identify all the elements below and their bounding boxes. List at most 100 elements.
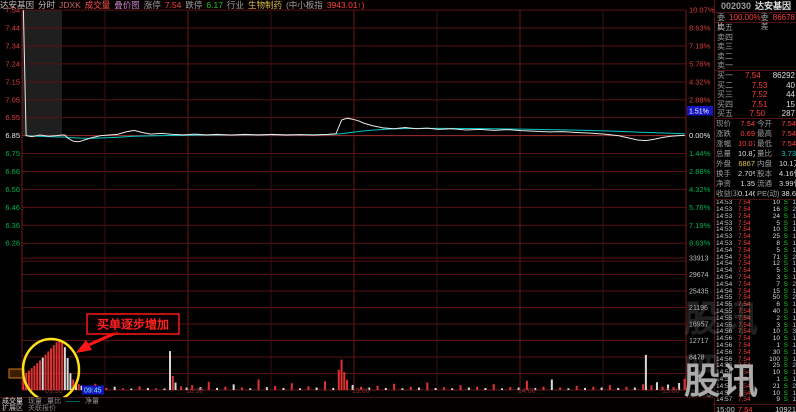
price-axis-label: 7.44 (5, 24, 20, 33)
volume-bar (459, 385, 462, 390)
trade-cell: 1 (792, 287, 796, 295)
trade-row: 14:53 7.54 8 S 1 (715, 240, 796, 248)
trade-cell: 7.54 (738, 314, 751, 322)
trade-cell: S (783, 314, 788, 322)
trade-cell: 2 (776, 314, 780, 322)
volume-bar (77, 384, 80, 390)
volume-axis-label: 25435 (689, 289, 709, 296)
pct-highlight-value: 1.51% (689, 109, 709, 116)
trade-cell: S (783, 280, 788, 288)
trade-row: 14:54 7.54 5 S 1 (715, 246, 796, 255)
volume-axis-label: 16957 (689, 322, 709, 329)
trade-cell: 14:55 (716, 321, 733, 329)
stat-label: 最低 (757, 139, 772, 149)
stat-label: 净资 (716, 179, 731, 189)
trade-row: 14:53 7.54 24 S 1 (715, 212, 796, 221)
volume-bar (351, 384, 354, 390)
volume-bar (608, 384, 611, 390)
volume-bar (376, 385, 379, 390)
volume-bar (434, 387, 437, 390)
trade-cell: S (783, 362, 788, 370)
trade-cell: 14:55 (716, 308, 733, 316)
volume-bar (315, 387, 318, 390)
bid-vol: 15 (786, 99, 795, 109)
volume-bar (30, 368, 33, 390)
stock-info-token: 叠价图 (114, 0, 140, 10)
trade-cell: S (783, 206, 788, 214)
volume-bar (58, 339, 61, 390)
tick-trade-list[interactable]: 14:53 7.54 10 S 1 14:53 7.54 16 S 2 14:53 7.54 24 S 1 1… (715, 199, 796, 404)
bid-label: 买一 (717, 71, 733, 81)
trade-cell: 15 (772, 287, 780, 295)
volume-tab[interactable]: 成交量 (2, 398, 23, 405)
trade-cell: 14:56 (716, 369, 733, 377)
trade-cell: S (783, 212, 788, 220)
extension-tab[interactable]: 扩展区 (2, 405, 23, 412)
volume-axis-label: 21196 (689, 305, 708, 312)
trade-cell: S (783, 301, 788, 309)
stat-label: 现价 (716, 119, 731, 129)
trade-cell: 7.54 (738, 369, 751, 377)
trade-row: 14:56 7.54 30 S 1 (715, 349, 796, 357)
trade-cell: 1 (792, 219, 796, 227)
bottom-status-bar: 成交量 现量 量比 —— 净量 扩展区 关联报价 (0, 397, 713, 412)
volume-axis-label: 12717 (689, 338, 709, 345)
trade-cell: S (783, 219, 788, 227)
volume-tab[interactable]: 量比 (47, 398, 61, 405)
stat-label: 量比 (757, 149, 772, 159)
price-axis-label: 6.56 (5, 185, 20, 194)
trade-cell: 14:56 (716, 376, 733, 384)
bid-price: 7.54 (745, 71, 761, 81)
pct-axis-label: 2.88% (689, 167, 711, 176)
volume-bar (52, 345, 55, 390)
volume-tab[interactable]: —— (66, 398, 80, 405)
last-trade-cell: 109 (775, 405, 788, 412)
pct-axis-label: 2.88% (689, 95, 711, 104)
stock-info-tokens: 达安基因 分时 JDXK 成交量 叠价图 涨停 7.54 跌停 6.17 行业 生物制药 (中小板指 3… (0, 0, 369, 10)
volume-axis-label: 4239 (689, 371, 705, 378)
trade-cell: 1 (792, 321, 796, 329)
trade-row: 14:56 7.54 1 S 1 (715, 342, 796, 350)
volume-bar (678, 382, 681, 390)
volume-bar (66, 358, 69, 390)
extension-tab[interactable]: 关联报价 (28, 405, 56, 412)
volume-bar (299, 388, 302, 390)
volume-tab[interactable]: 现量 (28, 398, 42, 405)
stock-info-token: 7.54 (164, 0, 182, 10)
trade-cell: S (783, 246, 788, 254)
trade-row: 14:55 7.54 6 S 1 (715, 301, 796, 309)
trade-row: 14:56 7.54 25 S 2 (715, 363, 796, 370)
pct-highlight-tag (687, 106, 713, 116)
trade-cell: 14:54 (716, 260, 733, 268)
volume-bar (47, 351, 50, 390)
trade-cell: 10 (772, 199, 780, 207)
volume-bar (38, 360, 41, 390)
stat-row: 总量 10.8万量比 3.73 (715, 149, 796, 159)
weicha-value: 86678 (772, 13, 795, 22)
volume-bar (155, 388, 158, 390)
bid-row: 买二 7.53 40 (715, 81, 796, 90)
volume-bar (174, 382, 177, 390)
trade-cell: S (783, 328, 788, 336)
stat-value: 0.69 (740, 129, 755, 139)
trade-row: 14:54 7.54 15 S 1 (715, 287, 796, 296)
trade-cell: 7.54 (738, 396, 751, 404)
ask-row: 卖四 (715, 33, 796, 42)
trade-row: 14:53 7.54 25 S 1 (715, 233, 796, 241)
ask-label: 卖三 (717, 42, 733, 52)
volume-bar (442, 387, 445, 390)
bid-label: 买二 (717, 80, 733, 90)
trade-cell: 71 (772, 253, 780, 261)
trade-cell: 14:53 (716, 233, 733, 241)
pct-axis-label: 7.19% (689, 41, 711, 50)
trade-row: 14:53 7.54 10 S 1 (715, 227, 796, 234)
weibi-row: 委比 100.00% 委差 86678 (715, 12, 796, 31)
trade-row: 14:54 7.54 7 S 2 (715, 280, 796, 289)
stat-row: 涨幅 10.07%最低 7.54 (715, 139, 796, 149)
volume-tab[interactable]: 净量 (85, 398, 99, 405)
intraday-chart[interactable]: 7.54 7.44 7.34 7.24 7.15 7.05 6.95 6.85 6.75 6.66… (0, 0, 714, 412)
trade-row: 14:54 7.54 71 S 2 (715, 253, 796, 262)
volume-bar (600, 387, 603, 390)
stock-info-token: (中小板指 (285, 0, 323, 10)
time-axis-label: 13:00 (352, 388, 370, 395)
